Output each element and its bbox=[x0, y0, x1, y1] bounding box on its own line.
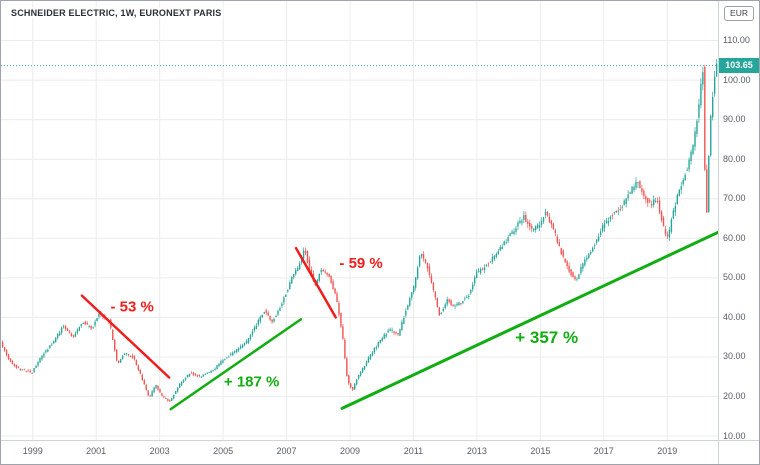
price-tick-label: 30.00 bbox=[723, 351, 746, 362]
chart-plot-area[interactable]: - 53 % + 187 % - 59 % + 357 % SCHNEIDER ELE… bbox=[1, 1, 718, 440]
drawing-annotations: - 53 % + 187 % - 59 % + 357 % bbox=[80, 230, 718, 411]
trendline-rally-2003-2007-label[interactable]: + 187 % bbox=[224, 374, 279, 391]
year-tick-label: 2005 bbox=[213, 446, 234, 456]
time-axis[interactable]: 1999 2001 2003 2005 2007 2009 2011 2013 2015 2017… bbox=[1, 440, 718, 464]
year-tick-label: 2003 bbox=[149, 446, 170, 456]
candlestick-series bbox=[1, 59, 718, 402]
year-tick-label: 2011 bbox=[403, 446, 424, 456]
trendline-decline-2007-2008-label[interactable]: - 59 % bbox=[339, 255, 382, 272]
year-tick-label: 2015 bbox=[530, 446, 551, 456]
trendline-rally-2003-2007[interactable] bbox=[169, 318, 303, 411]
year-tick-label: 2013 bbox=[466, 446, 487, 456]
price-tick-label: 70.00 bbox=[723, 193, 746, 204]
price-tick-label: 10.00 bbox=[723, 430, 746, 441]
axis-corner bbox=[718, 440, 759, 464]
trendline-decline-2001-2003-label[interactable]: - 53 % bbox=[110, 298, 153, 315]
year-tick-label: 1999 bbox=[22, 446, 43, 456]
price-tick-label: 20.00 bbox=[723, 390, 746, 401]
price-tick-label: 60.00 bbox=[723, 232, 746, 243]
symbol-legend[interactable]: SCHNEIDER ELECTRIC, 1W, EURONEXT PARIS bbox=[9, 7, 224, 19]
trendline-rally-2009-2020[interactable] bbox=[340, 230, 718, 410]
trendline-rally-2009-2020-label[interactable]: + 357 % bbox=[515, 328, 578, 347]
trendline-decline-2007-2008[interactable] bbox=[294, 246, 337, 319]
price-tick-label: 50.00 bbox=[723, 272, 746, 283]
currency-button[interactable]: EUR bbox=[724, 6, 754, 21]
price-tick-label: 40.00 bbox=[723, 311, 746, 322]
year-tick-label: 2009 bbox=[339, 446, 360, 456]
year-tick-label: 2007 bbox=[276, 446, 297, 456]
trendline-decline-2001-2003[interactable] bbox=[80, 294, 171, 379]
price-tick-label: 110.00 bbox=[723, 35, 750, 46]
price-tick-label: 100.00 bbox=[723, 74, 751, 85]
year-tick-label: 2019 bbox=[657, 446, 678, 456]
price-axis[interactable]: EUR 103.65 110.00 100.00 90.00 80.00 70.00 60… bbox=[718, 1, 759, 441]
price-tick-label: 80.00 bbox=[723, 153, 746, 164]
year-tick-label: 2017 bbox=[593, 446, 614, 456]
year-tick-label: 2001 bbox=[86, 446, 107, 456]
price-tick-label: 90.00 bbox=[723, 114, 746, 125]
grid-lines bbox=[1, 1, 718, 440]
current-price-badge: 103.65 bbox=[719, 58, 759, 74]
candlestick-chart: - 53 % + 187 % - 59 % + 357 % bbox=[1, 1, 718, 440]
